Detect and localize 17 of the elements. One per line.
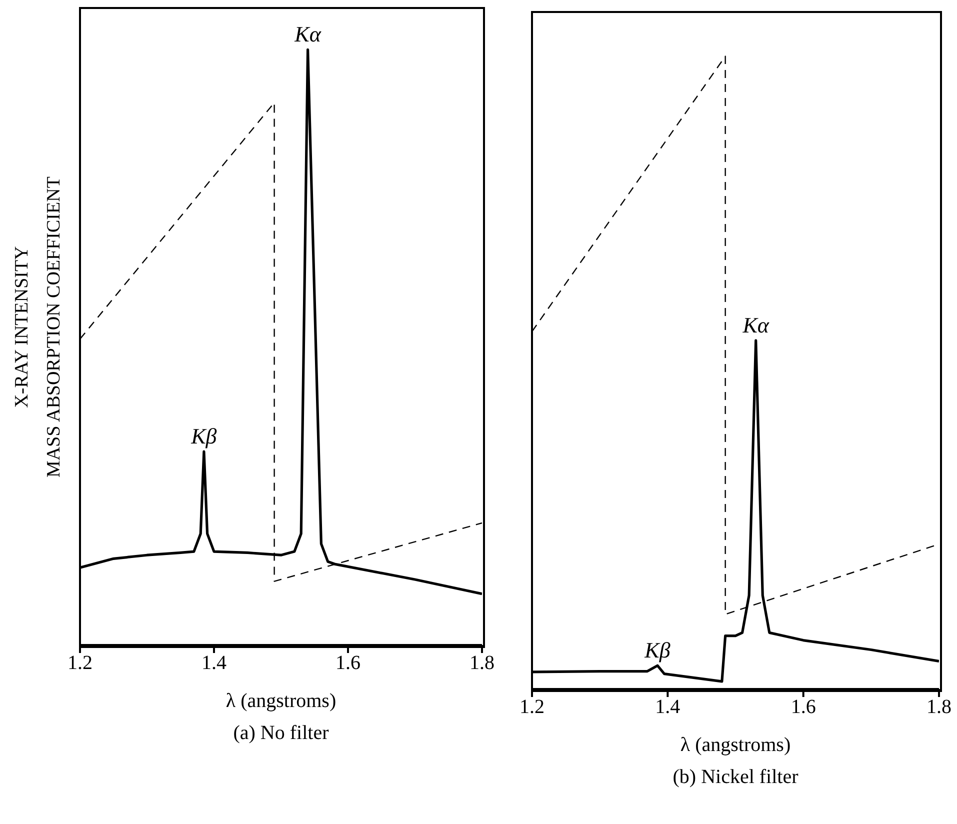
x-tick-label: 1.6: [336, 652, 360, 674]
x-tick-label: 1.4: [655, 696, 680, 718]
x-tick-label: 1.4: [202, 652, 226, 674]
text: (b) Nickel filter: [672, 766, 800, 789]
x-tick-label: 1.8: [470, 652, 494, 674]
annotation: Kβ: [644, 638, 670, 663]
x-tick-label: 1.2: [68, 652, 92, 674]
annotation: Kα: [742, 312, 770, 338]
annotation: Kα: [294, 22, 322, 47]
y-axis-title: X-RAY INTENSITY MASS ABSORPTION COEFFICIENT: [10, 176, 65, 477]
x-tick-label: 1.8: [926, 696, 952, 718]
annotation: Kβ: [190, 424, 217, 449]
x-axis-title: λ (angstroms): [226, 690, 336, 712]
x-axis-title: λ (angstroms): [680, 734, 791, 756]
x-tick-label: 1.2: [520, 696, 544, 718]
text: (a) No filter: [232, 722, 330, 745]
x-tick-label: 1.6: [790, 696, 816, 718]
